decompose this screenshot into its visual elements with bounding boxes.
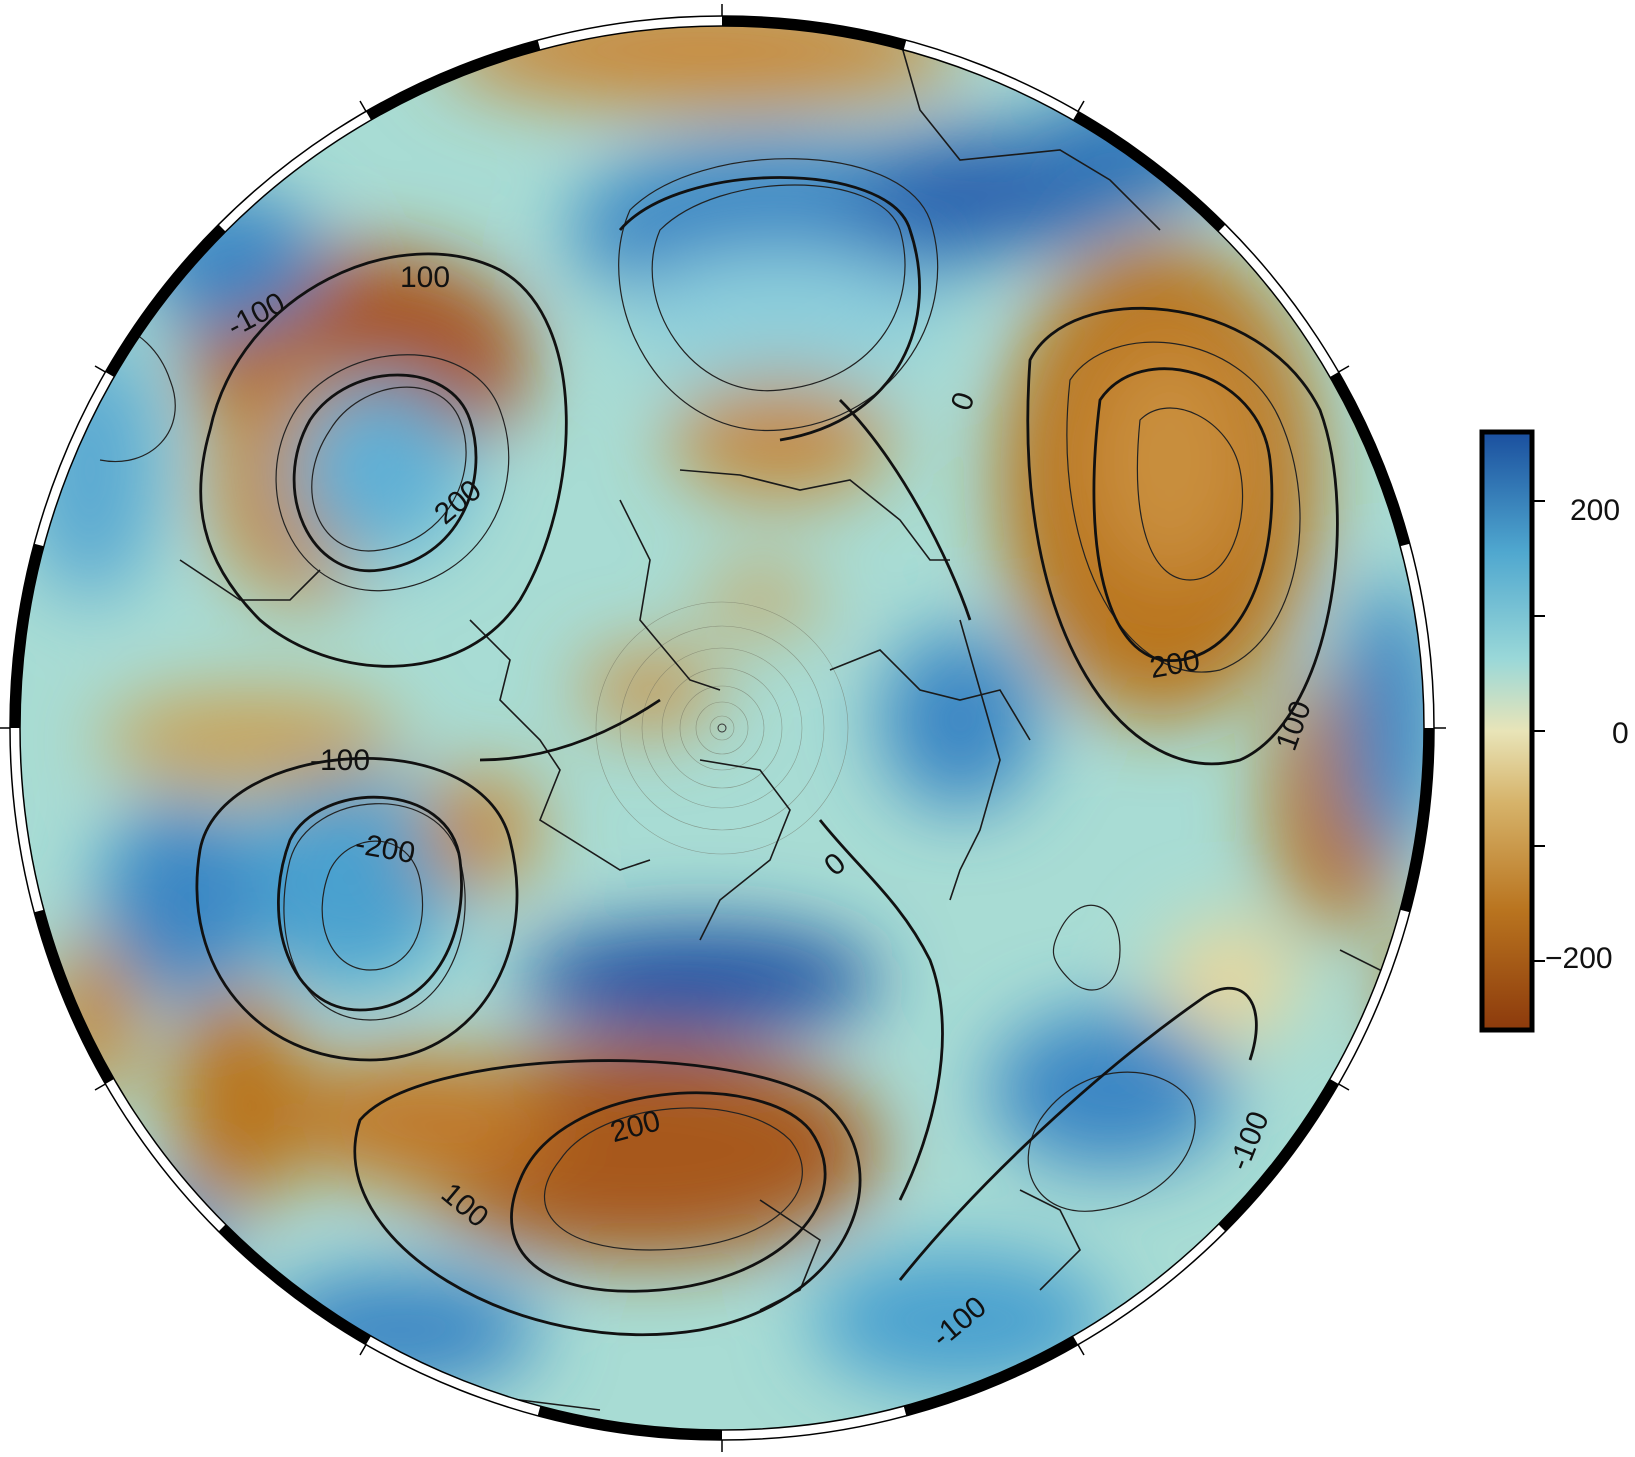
frame-black-segment — [1218, 1078, 1339, 1232]
pole-marker — [717, 723, 727, 733]
frame-ticks — [0, 4, 1446, 1452]
colorbar: 200 0 −200 — [1479, 429, 1629, 1033]
frame-black-segment — [105, 224, 226, 378]
frame-tick — [359, 100, 367, 112]
contours-thin — [39, 158, 1414, 1251]
polar-grid — [595, 601, 849, 855]
map-frame — [0, 4, 1446, 1452]
frame-black-segment — [218, 1224, 372, 1345]
frame-segments — [10, 16, 1434, 1440]
frame-tick — [359, 1344, 367, 1356]
frame-tick — [1338, 365, 1350, 373]
frame-black-segment — [1072, 111, 1226, 232]
contour-label: 100 — [400, 261, 450, 294]
frame-black-segment — [1329, 372, 1410, 547]
contour-label: -100 — [310, 744, 370, 777]
frame-tick — [1338, 1083, 1350, 1091]
colorbar-tick-label: 200 — [1570, 494, 1620, 527]
frame-black-segment — [903, 1335, 1078, 1416]
frame-black-segment — [34, 909, 115, 1084]
contours-thick — [195, 176, 1339, 1336]
colorbar-gradient — [1479, 429, 1535, 1033]
frame-tick — [94, 1083, 106, 1091]
frame-black-segment — [537, 1406, 723, 1440]
frame-black-segment — [721, 16, 907, 50]
frame-tick — [94, 365, 106, 373]
frame-black-segment — [1400, 727, 1434, 913]
colorbar-tick-label: 0 — [1612, 717, 1629, 750]
frame-black-segment — [366, 40, 541, 121]
frame-black-segment — [10, 543, 44, 729]
colorbar-tick-label: −200 — [1545, 942, 1613, 975]
frame-tick — [1077, 100, 1085, 112]
frame-tick — [1077, 1344, 1085, 1356]
colorbar-ticks — [1532, 500, 1545, 962]
